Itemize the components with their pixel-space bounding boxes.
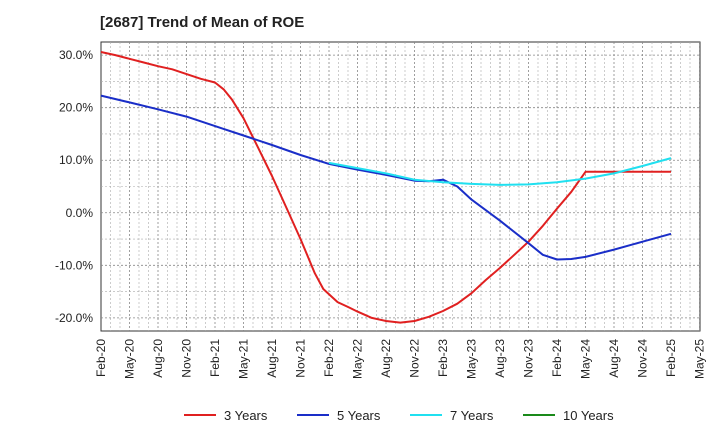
x-tick-label: Aug-20 — [151, 339, 165, 378]
x-tick-label: May-23 — [465, 339, 479, 379]
x-tick-label: Nov-23 — [522, 339, 536, 378]
y-tick-label: 20.0% — [59, 101, 93, 115]
legend-label-10-years: 10 Years — [563, 408, 614, 423]
x-tick-label: Nov-20 — [180, 339, 194, 378]
x-tick-label: Nov-21 — [294, 339, 308, 378]
x-tick-label: Feb-24 — [550, 339, 564, 377]
x-tick-label: Feb-25 — [664, 339, 678, 377]
x-tick-label: Aug-24 — [607, 339, 621, 378]
x-tick-label: Feb-20 — [94, 339, 108, 377]
x-tick-label: Aug-22 — [379, 339, 393, 378]
x-tick-label: Nov-24 — [636, 339, 650, 378]
legend-label-7-years: 7 Years — [450, 408, 494, 423]
x-tick-label: May-21 — [237, 339, 251, 379]
x-tick-label: Feb-21 — [208, 339, 222, 377]
y-tick-label: 0.0% — [66, 206, 94, 220]
y-tick-label: 10.0% — [59, 153, 93, 167]
legend-label-5-years: 5 Years — [337, 408, 381, 423]
x-tick-label: May-20 — [123, 339, 137, 379]
x-tick-label: Aug-23 — [493, 339, 507, 378]
x-tick-label: May-25 — [693, 339, 707, 379]
chart-title: [2687] Trend of Mean of ROE — [100, 14, 305, 31]
legend-label-3-years: 3 Years — [224, 408, 268, 423]
x-tick-label: Nov-22 — [408, 339, 422, 378]
series-line-3-years — [100, 51, 671, 324]
y-tick-label: -20.0% — [55, 311, 93, 325]
series-line-7-years — [328, 157, 672, 186]
x-tick-label: Aug-21 — [265, 339, 279, 378]
x-tick-label: Feb-22 — [322, 339, 336, 377]
y-tick-label: 30.0% — [59, 48, 93, 62]
x-tick-label: Feb-23 — [436, 339, 450, 377]
x-tick-label: May-24 — [579, 339, 593, 379]
plot-area — [100, 41, 701, 332]
x-tick-label: May-22 — [351, 339, 365, 379]
y-tick-label: -10.0% — [55, 258, 93, 272]
